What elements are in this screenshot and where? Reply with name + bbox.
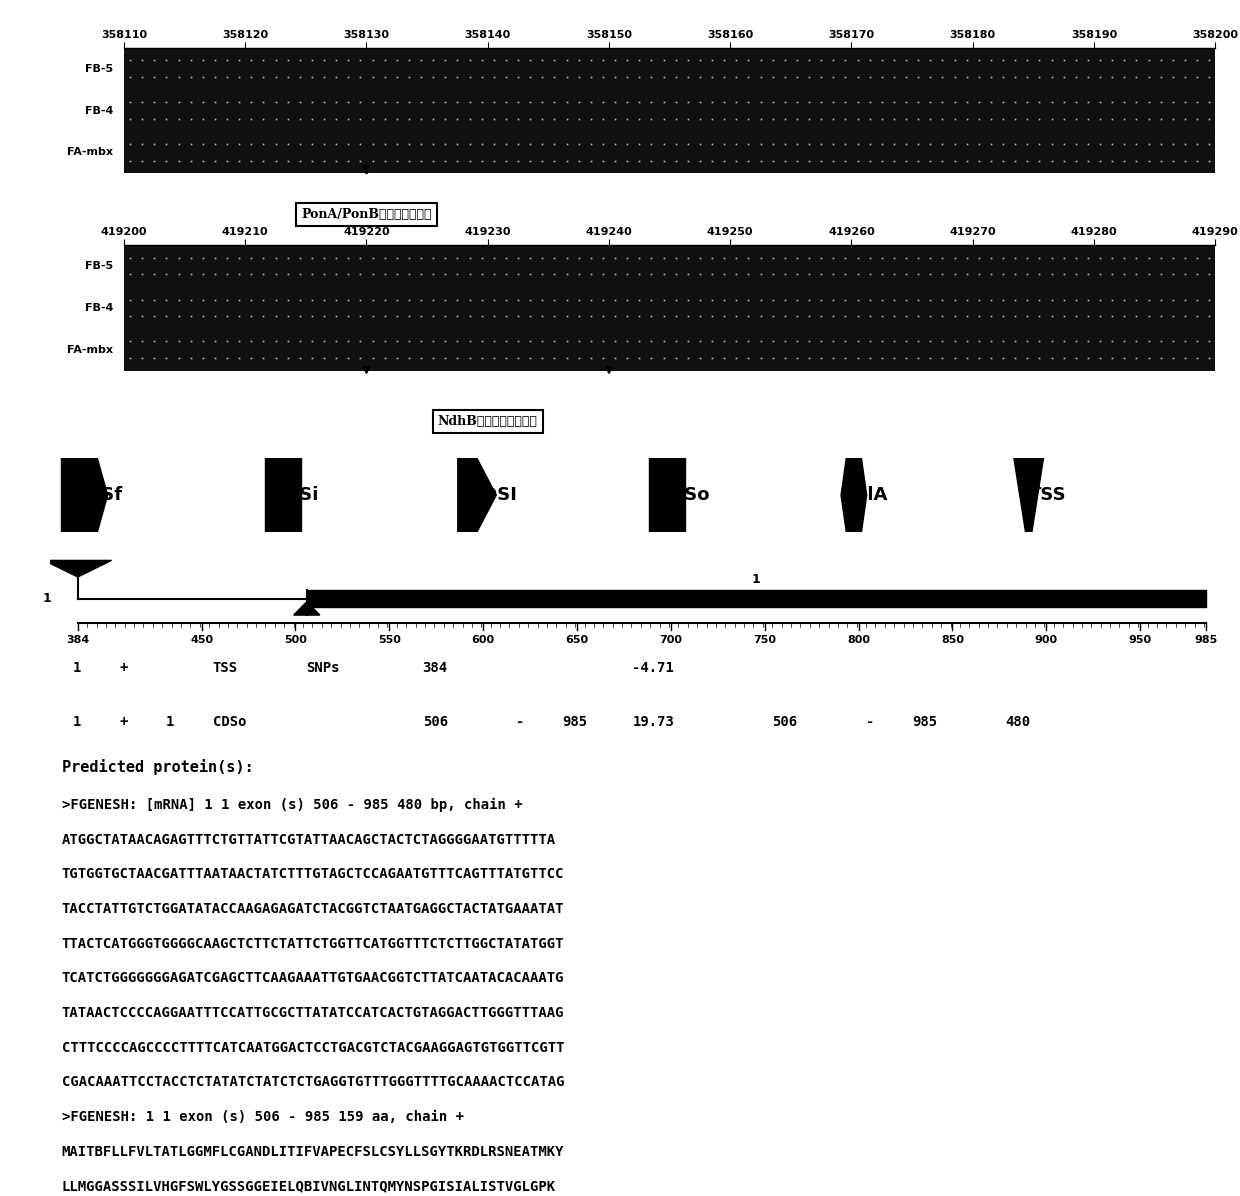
FancyBboxPatch shape	[306, 590, 1205, 606]
Text: TTACTCATGGGTGGGGCAAGCTCTTCTATTCTGGTTCATGGTTTCTCTTGGCTATATGGT: TTACTCATGGGTGGGGCAAGCTCTTCTATTCTGGTTCATG…	[62, 936, 564, 951]
Text: 750: 750	[753, 635, 776, 645]
Text: 650: 650	[565, 635, 589, 645]
Text: 480: 480	[1006, 715, 1030, 728]
Polygon shape	[294, 602, 320, 615]
Text: 384: 384	[66, 635, 89, 645]
Text: PolA: PolA	[842, 486, 888, 505]
FancyBboxPatch shape	[124, 90, 1215, 132]
Text: NdhB基因，丰同义双变: NdhB基因，丰同义双变	[438, 415, 538, 428]
FancyBboxPatch shape	[124, 287, 1215, 329]
Text: MAITBFLLFVLTATLGGMFLCGANDLITIFVAPECFSLCSYLLSGYTKRDLRSNEATMKY: MAITBFLLFVLTATLGGMFLCGANDLITIFVAPECFSLCS…	[62, 1145, 564, 1159]
Text: 506: 506	[423, 715, 448, 728]
FancyBboxPatch shape	[124, 329, 1215, 371]
Text: +: +	[119, 715, 128, 728]
Text: 450: 450	[190, 635, 213, 645]
Polygon shape	[458, 422, 496, 568]
Text: FB-4: FB-4	[84, 303, 113, 313]
Text: CDSf: CDSf	[73, 486, 122, 505]
Text: >FGENESH: 1 1 exon (s) 506 - 985 159 aa, chain +: >FGENESH: 1 1 exon (s) 506 - 985 159 aa,…	[62, 1110, 464, 1124]
Text: 1: 1	[73, 661, 82, 675]
FancyBboxPatch shape	[124, 132, 1215, 173]
Text: 600: 600	[471, 635, 495, 645]
Text: 950: 950	[1128, 635, 1152, 645]
Text: LLMGGASSSILVHGFSWLYGSSGGEIELQBIVNGLINTQMYNSPGISIALISTVGLGPK: LLMGGASSSILVHGFSWLYGSSGGEIELQBIVNGLINTQM…	[62, 1179, 556, 1194]
Text: FB-5: FB-5	[86, 261, 113, 271]
Text: -: -	[866, 715, 874, 728]
FancyBboxPatch shape	[124, 48, 1215, 90]
Polygon shape	[841, 405, 867, 585]
Text: 985: 985	[1194, 635, 1218, 645]
Text: CTTTCCCCAGCCCCTTTTCATCAATGGACTCCTGACGTCTACGAAGGAGTGTGGTTCGTT: CTTTCCCCAGCCCCTTTTCATCAATGGACTCCTGACGTCT…	[62, 1041, 564, 1055]
Text: 1: 1	[42, 592, 52, 605]
Text: FA-mbx: FA-mbx	[67, 344, 113, 355]
FancyBboxPatch shape	[124, 245, 1215, 287]
Text: 1: 1	[73, 715, 82, 728]
Text: >FGENESH: [mRNA] 1 1 exon (s) 506 - 985 480 bp, chain +: >FGENESH: [mRNA] 1 1 exon (s) 506 - 985 …	[62, 798, 522, 812]
Text: CDSI: CDSI	[469, 486, 517, 505]
Text: CDSi: CDSi	[272, 486, 319, 505]
Polygon shape	[43, 561, 112, 576]
Text: TSS: TSS	[213, 661, 238, 675]
Text: Predicted protein(s):: Predicted protein(s):	[62, 759, 253, 775]
Text: 19.73: 19.73	[632, 715, 675, 728]
Text: -: -	[516, 715, 525, 728]
Text: 850: 850	[941, 635, 963, 645]
Text: TGTGGTGCTAACGATTTAATAACTATCTTTGTAGCTCCAGAATGTTTCAGTTTATGTTCC: TGTGGTGCTAACGATTTAATAACTATCTTTGTAGCTCCAG…	[62, 867, 564, 881]
Polygon shape	[62, 422, 108, 568]
Text: +: +	[119, 661, 128, 675]
Text: FB-5: FB-5	[86, 63, 113, 74]
FancyBboxPatch shape	[265, 422, 300, 568]
Text: 985: 985	[913, 715, 937, 728]
Text: TACCTATTGTCTGGATATACCAAGAGAGATCTACGGTCTAATGAGGCTACTATGAAATAT: TACCTATTGTCTGGATATACCAAGAGAGATCTACGGTCTA…	[62, 902, 564, 916]
Text: FB-4: FB-4	[84, 105, 113, 116]
Text: 985: 985	[563, 715, 588, 728]
Text: 1: 1	[751, 573, 760, 586]
Text: FA-mbx: FA-mbx	[67, 147, 113, 158]
Text: 1: 1	[166, 715, 175, 728]
Text: ATGGCTATAACAGAGTTTCTGTTATTCGTATTAACAGCTACTCTAGGGGAATGTTTTTA: ATGGCTATAACAGAGTTTCTGTTATTCGTATTAACAGCTA…	[62, 832, 556, 847]
Text: TSS: TSS	[1029, 486, 1066, 505]
Text: CGACAAATTCCTACCTCTATATCTATCTCTGAGGTGTTTGGGTTTTGCAAAACTCCATAG: CGACAAATTCCTACCTCTATATCTATCTCTGAGGTGTTTG…	[62, 1075, 564, 1090]
Text: -4.71: -4.71	[632, 661, 675, 675]
Text: TCATCTGGGGGGGAGATCGAGCTTCAAGAAATTGTGAACGGTCTTATCAATACACAAATG: TCATCTGGGGGGGAGATCGAGCTTCAAGAAATTGTGAACG…	[62, 971, 564, 986]
Text: CDSo: CDSo	[656, 486, 709, 505]
Text: 700: 700	[660, 635, 682, 645]
Text: CDSo: CDSo	[213, 715, 247, 728]
Text: 800: 800	[847, 635, 870, 645]
Text: SNPs: SNPs	[306, 661, 340, 675]
Polygon shape	[1008, 422, 1049, 553]
FancyBboxPatch shape	[650, 422, 686, 568]
Text: 384: 384	[423, 661, 448, 675]
Text: 506: 506	[773, 715, 797, 728]
Text: 500: 500	[284, 635, 308, 645]
Text: PonA/PonB基因，同义双变: PonA/PonB基因，同义双变	[301, 208, 432, 221]
Text: 900: 900	[1034, 635, 1058, 645]
Text: 550: 550	[378, 635, 401, 645]
Text: TATAACTCCCCAGGAATTTCCATTGCGCTTATATCCATCACTGTAGGACTTGGGTTTAAG: TATAACTCCCCAGGAATTTCCATTGCGCTTATATCCATCA…	[62, 1006, 564, 1020]
